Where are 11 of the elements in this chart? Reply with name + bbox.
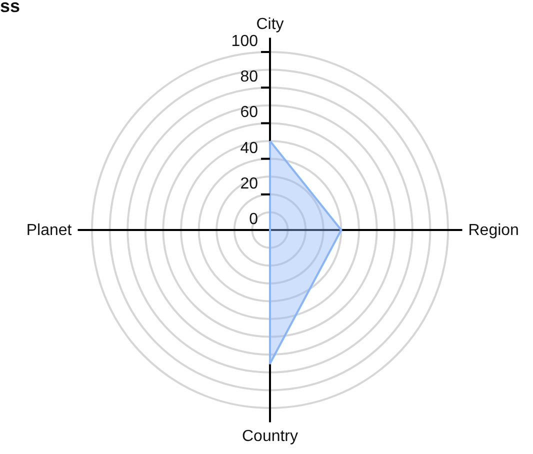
y-tick-label: 60 (240, 104, 258, 122)
spoke-label: Country (242, 428, 298, 446)
y-tick-label: 20 (240, 175, 258, 192)
spoke-label: Planet (26, 222, 72, 239)
spoke-label: Region (468, 222, 519, 239)
y-tick-label: 100 (231, 33, 258, 50)
y-tick-label: 0 (249, 211, 258, 228)
y-tick-label: 80 (240, 68, 258, 86)
chart-title: ss (0, 0, 20, 16)
spoke-label: City (256, 16, 284, 33)
y-tick-label: 40 (240, 140, 258, 157)
